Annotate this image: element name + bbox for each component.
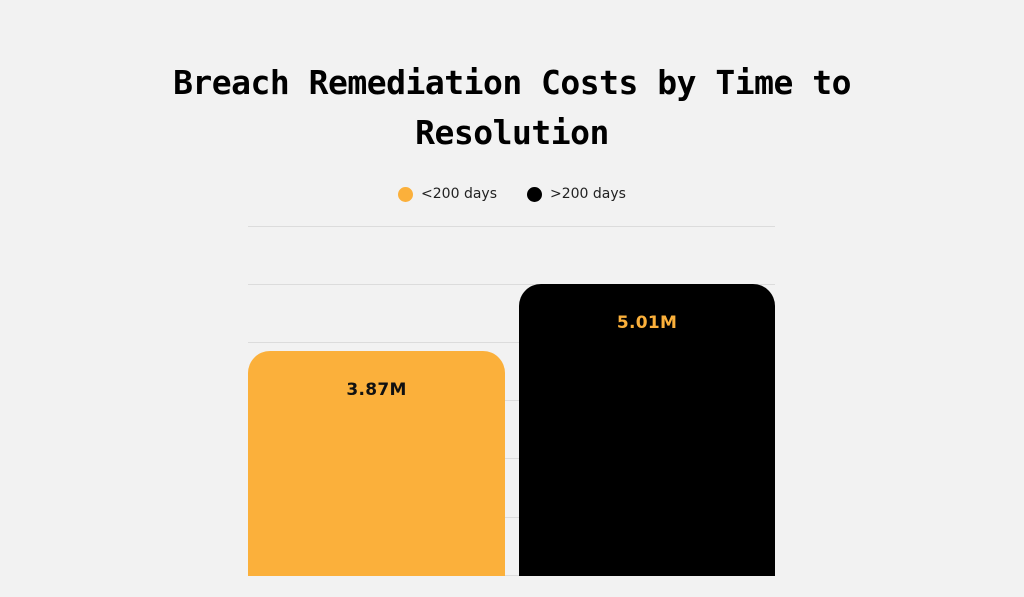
legend-label: <200 days (421, 186, 497, 202)
legend-item-over-200-days[interactable]: >200 days (527, 186, 626, 202)
bar-value-label: 5.01M (616, 313, 678, 333)
bar-over-200-days[interactable]: 5.01M (519, 284, 775, 576)
gridline (248, 517, 775, 518)
chart-title-line-1: Breach Remediation Costs by Time to (173, 63, 851, 102)
legend-item-under-200-days[interactable]: <200 days (398, 186, 497, 202)
chart-legend: <200 days >200 days (0, 186, 1024, 202)
gridline (248, 400, 775, 401)
legend-label: >200 days (550, 186, 626, 202)
gridline (248, 284, 775, 285)
plot-area: 3.87M 5.01M (248, 226, 775, 576)
bar-under-200-days[interactable]: 3.87M (248, 351, 505, 576)
gridline (248, 226, 775, 227)
legend-swatch-orange-icon (398, 186, 414, 202)
chart-title-line-2: Resolution (415, 113, 609, 152)
legend-swatch-black-icon (527, 186, 542, 202)
chart-title: Breach Remediation Costs by Time to Reso… (0, 58, 1024, 158)
baseline (248, 575, 775, 576)
gridline (248, 342, 775, 343)
bar-value-label: 3.87M (346, 380, 407, 400)
gridline (248, 458, 775, 459)
